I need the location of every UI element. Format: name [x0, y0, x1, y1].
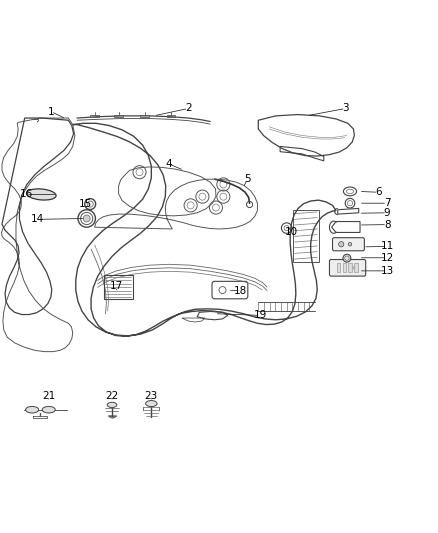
Text: 1: 1	[48, 107, 54, 117]
Text: 12: 12	[381, 253, 394, 263]
Bar	[337, 263, 340, 272]
Text: 9: 9	[384, 208, 390, 218]
FancyBboxPatch shape	[329, 260, 366, 276]
Bar	[348, 263, 352, 272]
Text: 15: 15	[79, 199, 92, 209]
Ellipse shape	[348, 243, 352, 246]
Text: 6: 6	[375, 187, 381, 197]
Text: 22: 22	[106, 391, 119, 401]
Text: 14: 14	[31, 214, 44, 224]
Text: 18: 18	[234, 286, 247, 295]
Ellipse shape	[27, 189, 56, 200]
Text: 7: 7	[384, 198, 390, 208]
Bar	[354, 263, 358, 272]
Text: 11: 11	[381, 241, 394, 252]
Ellipse shape	[25, 407, 39, 413]
Ellipse shape	[146, 400, 157, 407]
Text: 13: 13	[381, 266, 394, 276]
Ellipse shape	[42, 407, 55, 413]
Ellipse shape	[83, 215, 90, 222]
Ellipse shape	[107, 402, 117, 408]
Text: 21: 21	[42, 391, 55, 401]
Bar	[343, 263, 346, 272]
FancyBboxPatch shape	[332, 238, 364, 251]
Text: 19: 19	[254, 310, 267, 320]
Ellipse shape	[339, 241, 344, 247]
Text: 16: 16	[19, 189, 33, 199]
Text: 3: 3	[343, 103, 349, 114]
Ellipse shape	[343, 254, 351, 262]
Text: 17: 17	[110, 281, 123, 291]
Text: 23: 23	[145, 391, 158, 401]
Text: 4: 4	[166, 159, 172, 169]
Text: 8: 8	[384, 220, 390, 230]
Text: 10: 10	[284, 227, 297, 237]
Text: 2: 2	[185, 103, 192, 114]
Text: 5: 5	[244, 174, 251, 184]
